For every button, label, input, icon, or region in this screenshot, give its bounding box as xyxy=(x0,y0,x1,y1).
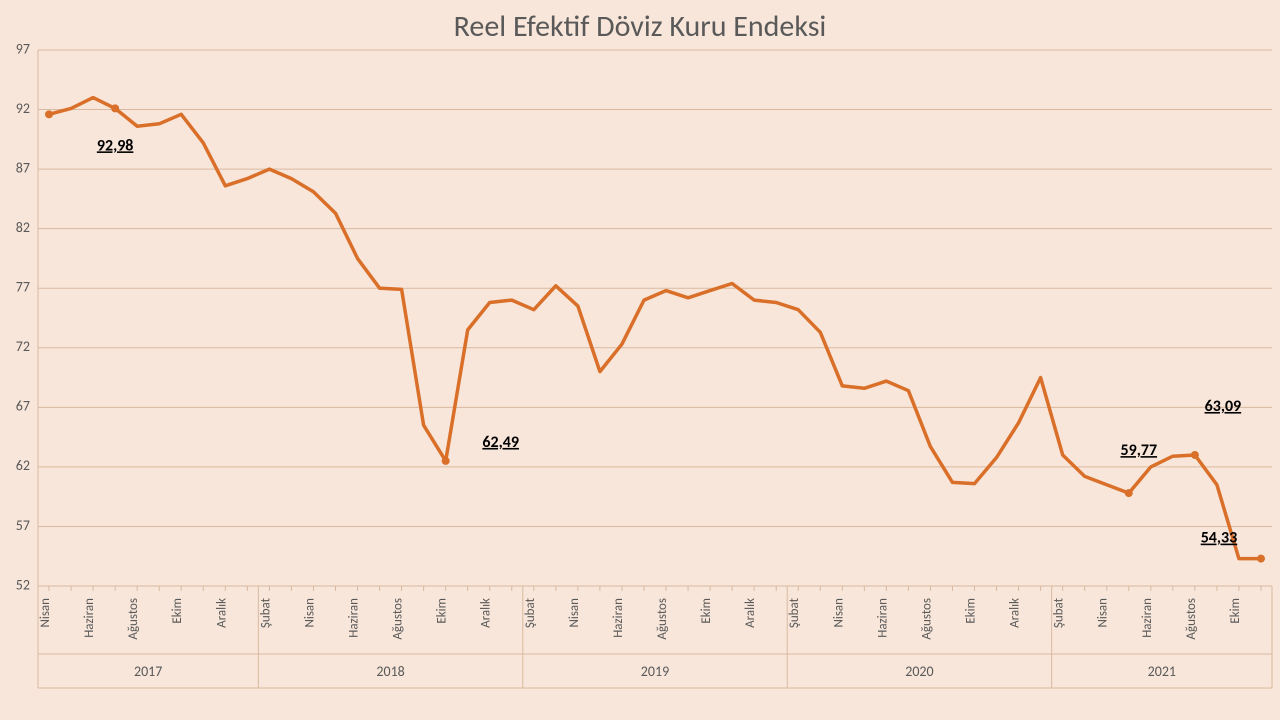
x-tick-label: Haziran xyxy=(1140,598,1155,638)
y-tick-label: 87 xyxy=(16,159,30,176)
chart-title: Reel Efektif Döviz Kuru Endeksi xyxy=(454,8,827,45)
x-tick-label: Nisan xyxy=(302,598,317,628)
x-tick-label: Ağustos xyxy=(655,598,670,640)
year-label: 2018 xyxy=(376,663,404,680)
data-label: 59,77 xyxy=(1120,441,1157,460)
x-tick-label: Aralık xyxy=(214,598,229,628)
data-marker xyxy=(1125,489,1133,497)
y-tick-label: 82 xyxy=(16,219,30,236)
x-tick-label: Ekim xyxy=(435,598,450,624)
data-label: 54,33 xyxy=(1201,529,1238,548)
x-tick-label: Şubat xyxy=(1052,597,1067,628)
x-tick-label: Aralık xyxy=(1008,598,1023,628)
y-tick-label: 62 xyxy=(16,457,30,474)
year-label: 2017 xyxy=(134,663,162,680)
x-tick-label: Şubat xyxy=(523,597,538,628)
x-tick-label: Nisan xyxy=(38,598,53,628)
x-tick-label: Haziran xyxy=(82,598,97,638)
y-tick-label: 52 xyxy=(16,576,30,593)
data-label: 63,09 xyxy=(1205,397,1242,416)
y-tick-label: 77 xyxy=(16,279,30,296)
year-label: 2021 xyxy=(1148,663,1176,680)
x-tick-label: Aralık xyxy=(479,598,494,628)
data-label: 92,98 xyxy=(97,136,134,155)
x-tick-label: Ekim xyxy=(699,598,714,624)
x-tick-label: Ekim xyxy=(964,598,979,624)
x-tick-label: Ağustos xyxy=(126,598,141,640)
x-tick-label: Aralık xyxy=(743,598,758,628)
x-tick-label: Haziran xyxy=(875,598,890,638)
x-tick-label: Nisan xyxy=(1096,598,1111,628)
chart-container: Reel Efektif Döviz Kuru Endeksi 52 57 62 67 7… xyxy=(0,0,1280,720)
year-label: 2020 xyxy=(905,663,933,680)
data-marker xyxy=(111,104,119,112)
x-tick-label: Nisan xyxy=(831,598,846,628)
x-tick-label: Ağustos xyxy=(919,598,934,640)
year-label: 2019 xyxy=(641,663,669,680)
x-tick-label: Ağustos xyxy=(391,598,406,640)
x-tick-label: Nisan xyxy=(567,598,582,628)
y-tick-label: 67 xyxy=(16,398,30,415)
y-tick-label: 57 xyxy=(16,517,30,534)
x-tick-label: Şubat xyxy=(258,597,273,628)
y-tick-label: 92 xyxy=(16,100,30,117)
data-label: 62,49 xyxy=(482,433,519,452)
y-tick-label: 72 xyxy=(16,338,30,355)
y-tick-label: 97 xyxy=(16,40,30,57)
data-marker xyxy=(45,110,53,118)
x-tick-label: Ağustos xyxy=(1184,598,1199,640)
data-marker xyxy=(1257,555,1265,563)
data-marker xyxy=(442,457,450,465)
data-marker xyxy=(1191,451,1199,459)
x-tick-label: Haziran xyxy=(347,598,362,638)
x-tick-label: Ekim xyxy=(170,598,185,624)
x-tick-label: Şubat xyxy=(787,597,802,628)
x-tick-label: Ekim xyxy=(1228,598,1243,624)
x-tick-label: Haziran xyxy=(611,598,626,638)
